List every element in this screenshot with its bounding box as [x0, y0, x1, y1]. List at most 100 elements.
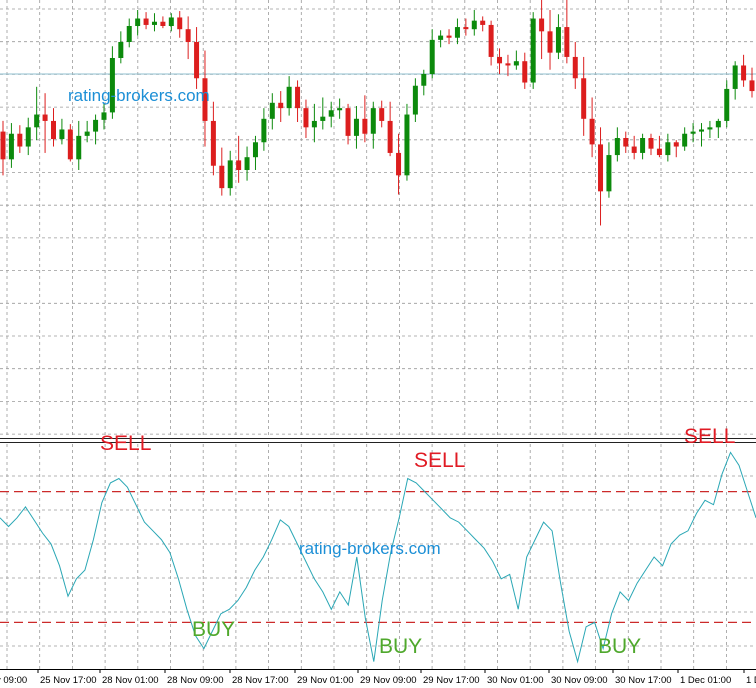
candle-57 — [480, 16, 486, 32]
watermarks: rating-brokers.com rating-brokers.com — [68, 86, 441, 558]
candle-50 — [421, 69, 427, 96]
candle-body-4 — [34, 114, 40, 128]
x-tick-label-0: v 09:00 — [0, 675, 27, 686]
x-tick-label-2: 28 Nov 01:00 — [102, 675, 159, 686]
candle-body-17 — [143, 18, 149, 25]
candle-body-37 — [311, 120, 317, 128]
candle-body-51 — [429, 39, 435, 74]
candle-74 — [623, 131, 629, 153]
candle-71 — [598, 127, 604, 226]
candle-body-14 — [118, 42, 124, 58]
candle-42 — [353, 106, 359, 149]
candle-body-59 — [497, 56, 503, 64]
candle-35 — [295, 80, 301, 122]
candle-body-46 — [387, 120, 393, 153]
buy-label-1: BUY — [192, 618, 235, 641]
candle-body-13 — [109, 58, 115, 113]
candle-body-27 — [227, 160, 233, 189]
candle-body-47 — [396, 152, 402, 176]
candle-69 — [581, 56, 587, 136]
candle-72 — [606, 142, 612, 198]
candle-36 — [303, 99, 309, 138]
candle-89 — [749, 67, 755, 98]
sell-label-1: SELL — [100, 432, 151, 455]
candle-body-75 — [631, 146, 637, 153]
x-tick-label-9: 30 Nov 09:00 — [551, 675, 608, 686]
candle-body-80 — [673, 142, 679, 147]
candle-body-78 — [656, 148, 662, 156]
x-tick-label-4: 28 Nov 17:00 — [232, 675, 289, 686]
x-tick-label-12: 1 D — [746, 675, 756, 686]
candle-59 — [497, 48, 503, 74]
oscillator-line — [0, 451, 756, 664]
candle-14 — [118, 31, 124, 64]
candle-body-49 — [412, 85, 418, 115]
candle-body-87 — [732, 65, 738, 89]
candle-body-36 — [303, 108, 309, 128]
candle-body-35 — [295, 86, 301, 109]
candle-body-54 — [454, 27, 460, 38]
candle-body-57 — [480, 20, 486, 25]
candle-body-23 — [194, 42, 200, 79]
buy-label-2: BUY — [379, 635, 422, 658]
candle-20 — [168, 13, 174, 32]
candle-body-67 — [564, 27, 570, 57]
candle-52 — [438, 30, 444, 48]
candle-38 — [320, 97, 326, 130]
candle-7 — [59, 118, 65, 145]
candle-body-83 — [699, 129, 705, 132]
x-tick-label-10: 30 Nov 17:00 — [615, 675, 672, 686]
candle-body-66 — [555, 27, 561, 53]
candle-61 — [513, 50, 519, 70]
candle-46 — [387, 101, 393, 157]
candle-body-15 — [126, 26, 132, 42]
candle-44 — [370, 101, 376, 149]
candle-body-32 — [269, 102, 275, 119]
buy-label-3: BUY — [598, 635, 641, 658]
candle-body-70 — [589, 118, 595, 145]
candle-body-24 — [202, 78, 208, 121]
watermark-bottom: rating-brokers.com — [299, 539, 441, 558]
candle-28 — [236, 135, 242, 183]
candle-87 — [732, 61, 738, 100]
candle-27 — [227, 150, 233, 196]
candle-body-1 — [8, 133, 14, 160]
candle-body-48 — [404, 114, 410, 176]
candle-body-89 — [749, 80, 755, 92]
x-tick-label-6: 29 Nov 09:00 — [360, 675, 417, 686]
candle-10 — [84, 120, 90, 143]
candle-15 — [126, 18, 132, 48]
candle-21 — [177, 11, 183, 38]
candle-body-8 — [67, 129, 73, 160]
osc-layer — [0, 451, 756, 664]
candle-body-40 — [337, 108, 343, 111]
candle-body-88 — [741, 65, 747, 81]
candle-32 — [269, 93, 275, 130]
candle-body-20 — [168, 17, 174, 26]
candle-63 — [530, 12, 536, 89]
candle-body-39 — [328, 110, 334, 117]
candle-53 — [446, 29, 452, 45]
panel-separator — [0, 438, 756, 443]
candle-body-18 — [151, 21, 157, 25]
candle-80 — [673, 140, 679, 158]
candle-body-29 — [244, 157, 250, 170]
candle-body-28 — [236, 160, 242, 170]
candle-body-45 — [379, 108, 385, 121]
candle-body-68 — [572, 56, 578, 79]
candle-60 — [505, 54, 511, 77]
candle-19 — [160, 16, 166, 29]
candle-body-65 — [547, 31, 553, 53]
candle-85 — [715, 118, 721, 138]
candle-body-82 — [690, 131, 696, 134]
candle-body-38 — [320, 116, 326, 121]
candle-body-63 — [530, 18, 536, 83]
watermark-top: rating-brokers.com — [68, 86, 210, 105]
signal-labels: SELL SELL SELL BUY BUY BUY — [100, 425, 735, 658]
x-tick-label-8: 30 Nov 01:00 — [487, 675, 544, 686]
candle-3 — [25, 117, 31, 156]
candle-body-58 — [488, 24, 494, 57]
candle-40 — [337, 98, 343, 119]
candle-77 — [648, 133, 654, 156]
grid-layer — [0, 0, 756, 669]
